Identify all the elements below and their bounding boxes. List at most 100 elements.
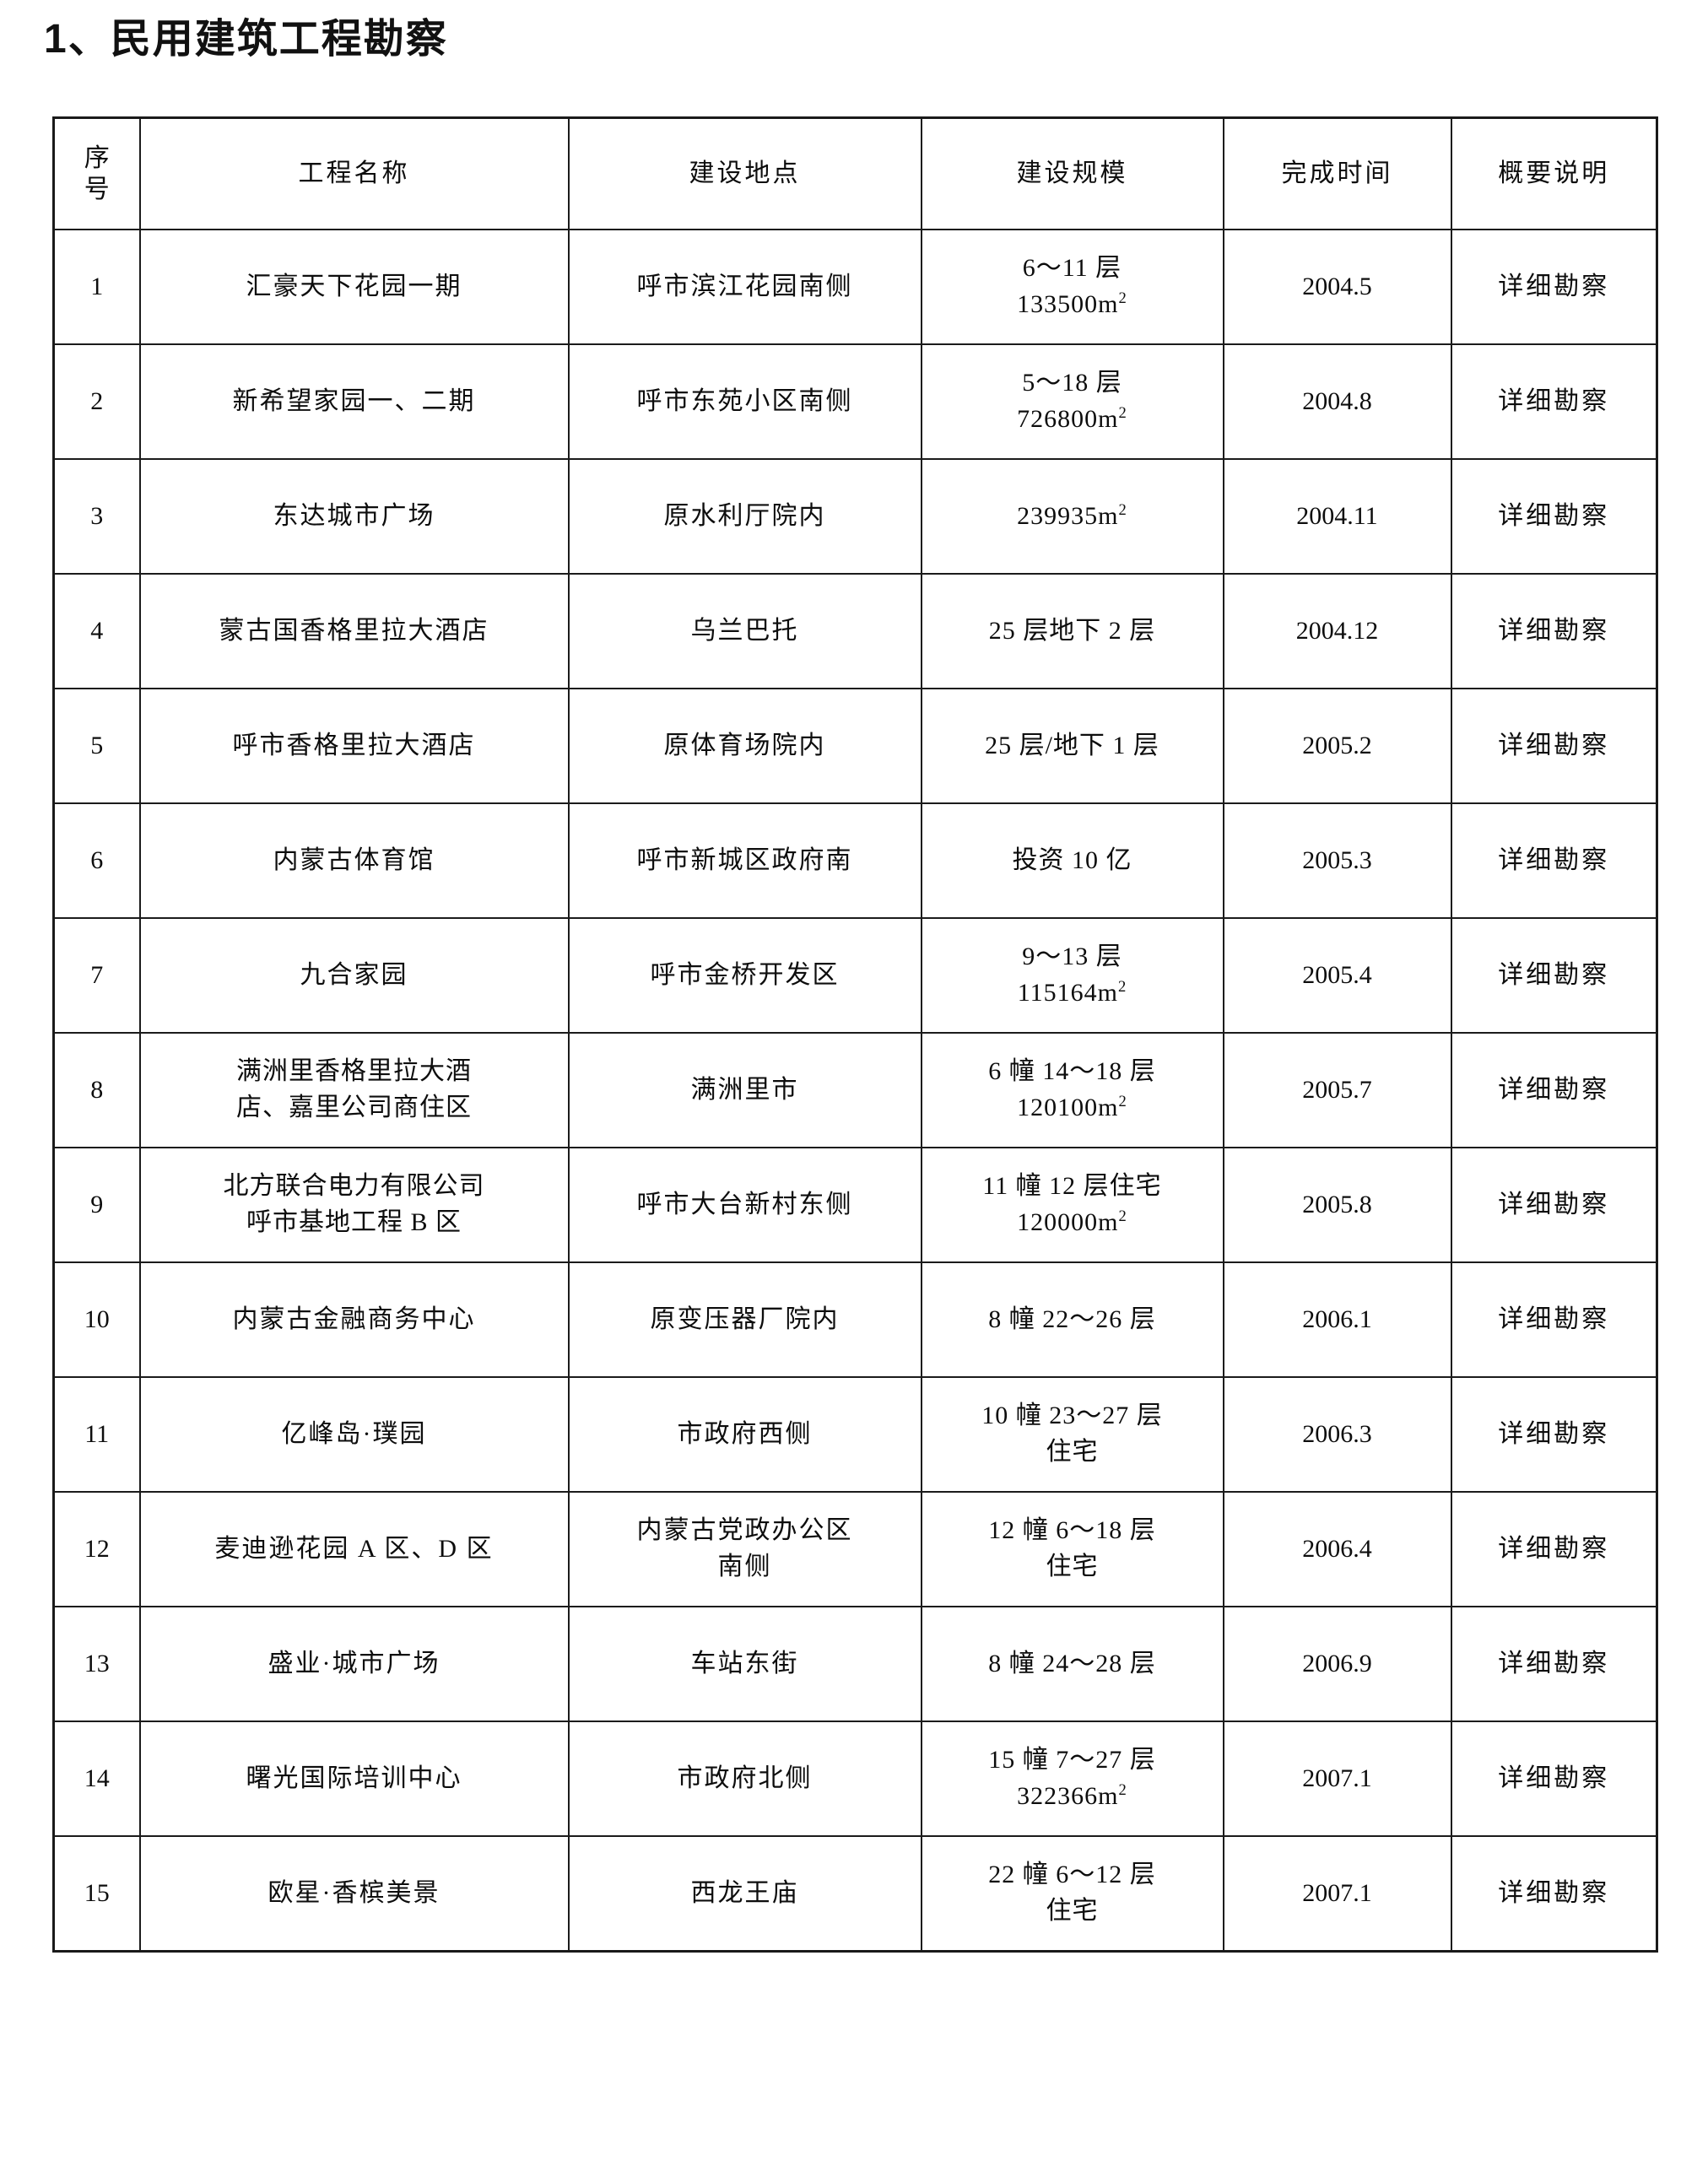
cell-scale: 8 幢 22～26 层	[920, 1261, 1224, 1378]
cell-project-name: 内蒙古金融商务中心	[138, 1261, 570, 1378]
cell-completion-date: 2005.2	[1222, 688, 1452, 804]
cell-project-name: 亿峰岛·璞园	[138, 1376, 570, 1493]
cell-completion-date: 2007.1	[1222, 1721, 1452, 1837]
table-row: 14 曙光国际培训中心 市政府北侧 15 幢 7～27 层 322366m2 2007.1…	[52, 1721, 1658, 1837]
cell-index: 8	[52, 1032, 141, 1148]
cell-location: 呼市滨江花园南侧	[567, 229, 922, 345]
cell-project-name: 满洲里香格里拉大酒 店、嘉里公司商住区	[138, 1032, 570, 1148]
cell-project-name: 九合家园	[138, 917, 570, 1034]
cell-index: 14	[52, 1721, 141, 1837]
column-header-name: 工程名称	[138, 116, 570, 230]
cell-summary-note: 详细勘察	[1450, 917, 1658, 1034]
cell-scale: 22 幢 6～12 层住宅	[920, 1835, 1224, 1953]
cell-scale-superscript: 2	[1118, 1207, 1127, 1225]
cell-scale-line1: 12 幢 6～18 层	[988, 1516, 1156, 1545]
cell-project-name: 麦迪逊花园 A 区、D 区	[138, 1491, 570, 1607]
project-survey-table-container: 序 号 工程名称 建设地点 建设规模 完成时间 概要说明 1 汇豪天下花园一期 呼市…	[52, 116, 1658, 1953]
cell-project-name-line2: 店、嘉里公司商住区	[236, 1094, 472, 1121]
cell-project-name: 蒙古国香格里拉大酒店	[138, 573, 570, 689]
cell-scale-superscript: 2	[1118, 1093, 1127, 1110]
cell-location: 内蒙古党政办公区 南侧	[567, 1491, 922, 1607]
cell-completion-date: 2006.3	[1222, 1376, 1452, 1493]
table-row: 15 欧星·香槟美景 西龙王庙 22 幢 6～12 层住宅 2007.1 详细勘察	[52, 1835, 1658, 1953]
cell-summary-note: 详细勘察	[1450, 1835, 1658, 1953]
cell-scale-superscript: 2	[1118, 404, 1127, 422]
cell-location: 西龙王庙	[567, 1835, 922, 1953]
cell-scale-line1: 22 幢 6～12 层	[988, 1861, 1156, 1889]
cell-scale-line1: 9～13 层	[1022, 943, 1122, 971]
cell-scale: 12 幢 6～18 层住宅	[920, 1491, 1224, 1607]
cell-completion-date: 2006.9	[1222, 1606, 1452, 1722]
cell-summary-note: 详细勘察	[1450, 1721, 1658, 1837]
cell-scale-line1: 6 幢 14～18 层	[988, 1057, 1156, 1086]
cell-project-name: 新希望家园一、二期	[138, 343, 570, 460]
cell-completion-date: 2005.3	[1222, 802, 1452, 919]
cell-scale-superscript: 2	[1118, 500, 1127, 519]
cell-location: 市政府北侧	[567, 1721, 922, 1837]
cell-scale-line2: 115164m2	[1017, 978, 1127, 1007]
table-row: 8 满洲里香格里拉大酒 店、嘉里公司商住区 满洲里市 6 幢 14～18 层 120100…	[52, 1032, 1658, 1148]
cell-scale-line1: 5～18 层	[1022, 369, 1122, 397]
cell-index: 4	[52, 573, 141, 689]
table-row: 9 北方联合电力有限公司 呼市基地工程 B 区呼市大台新村东侧 11 幢 12 层住宅…	[52, 1147, 1658, 1263]
cell-scale-line2: 322366m2	[1017, 1781, 1127, 1810]
cell-scale-line2: 住宅	[1046, 1897, 1099, 1925]
cell-completion-date: 2007.1	[1222, 1835, 1452, 1953]
cell-scale-line1: 25 层/地下 1 层	[985, 731, 1159, 759]
cell-location-line1: 内蒙古党政办公区	[636, 1516, 853, 1545]
cell-scale-superscript: 2	[1118, 289, 1127, 307]
table-header: 序 号 工程名称 建设地点 建设规模 完成时间 概要说明	[52, 116, 1658, 230]
cell-summary-note: 详细勘察	[1450, 229, 1658, 345]
cell-location: 原体育场院内	[567, 688, 922, 804]
cell-scale: 10 幢 23～27 层住宅	[920, 1376, 1224, 1493]
cell-location: 呼市金桥开发区	[567, 917, 922, 1034]
cell-scale-superscript: 2	[1118, 1781, 1127, 1799]
cell-scale: 15 幢 7～27 层 322366m2	[920, 1721, 1224, 1837]
table-row: 3 东达城市广场 原水利厅院内 239935m2 2004.11 详细勘察	[52, 458, 1658, 575]
cell-summary-note: 详细勘察	[1450, 1261, 1658, 1378]
cell-scale-line2: 133500m2	[1017, 289, 1127, 318]
cell-scale-line1: 15 幢 7～27 层	[988, 1746, 1156, 1775]
cell-index: 11	[52, 1376, 141, 1493]
cell-summary-note: 详细勘察	[1450, 1376, 1658, 1493]
cell-index: 12	[52, 1491, 141, 1607]
cell-index: 7	[52, 917, 141, 1034]
column-header-scale: 建设规模	[920, 116, 1224, 230]
cell-location: 市政府西侧	[567, 1376, 922, 1493]
cell-project-name: 盛业·城市广场	[138, 1606, 570, 1722]
column-header-date: 完成时间	[1222, 116, 1452, 230]
cell-index: 15	[52, 1835, 141, 1953]
table-row: 4 蒙古国香格里拉大酒店 乌兰巴托 25 层地下 2 层 2004.12 详细勘察	[52, 573, 1658, 689]
cell-scale-line1: 8 幢 24～28 层	[988, 1649, 1156, 1677]
cell-scale-superscript: 2	[1117, 978, 1127, 996]
cell-project-name: 东达城市广场	[138, 458, 570, 575]
cell-location: 呼市大台新村东侧	[567, 1147, 922, 1263]
cell-scale-line2: 120100m2	[1017, 1093, 1127, 1121]
cell-scale: 11 幢 12 层住宅 120000m2	[920, 1147, 1224, 1263]
cell-scale-line2: 120000m2	[1017, 1207, 1127, 1236]
cell-location: 车站东街	[567, 1606, 922, 1722]
cell-scale: 25 层/地下 1 层	[920, 688, 1224, 804]
cell-completion-date: 2004.5	[1222, 229, 1452, 345]
cell-index: 10	[52, 1261, 141, 1378]
cell-index: 6	[52, 802, 141, 919]
cell-location: 原水利厅院内	[567, 458, 922, 575]
page-title: 1、民用建筑工程勘察	[44, 17, 448, 62]
table-row: 11 亿峰岛·璞园 市政府西侧 10 幢 23～27 层住宅 2006.3 详细勘察	[52, 1376, 1658, 1493]
table-row: 7 九合家园 呼市金桥开发区 9～13 层 115164m2 2005.4 详细勘察	[52, 917, 1658, 1034]
cell-scale-line1: 8 幢 22～26 层	[988, 1305, 1156, 1333]
table-row: 6 内蒙古体育馆 呼市新城区政府南 投资 10 亿 2005.3 详细勘察	[52, 802, 1658, 919]
cell-scale: 6 幢 14～18 层 120100m2	[920, 1032, 1224, 1148]
cell-scale-line1: 6～11 层	[1022, 254, 1122, 283]
column-header-index: 序 号	[52, 116, 141, 230]
project-survey-table: 序 号 工程名称 建设地点 建设规模 完成时间 概要说明 1 汇豪天下花园一期 呼市…	[52, 116, 1658, 1953]
cell-scale: 9～13 层 115164m2	[920, 917, 1224, 1034]
cell-summary-note: 详细勘察	[1450, 1491, 1658, 1607]
table-row: 13 盛业·城市广场 车站东街 8 幢 24～28 层 2006.9 详细勘察	[52, 1606, 1658, 1722]
cell-completion-date: 2005.8	[1222, 1147, 1452, 1263]
cell-scale: 25 层地下 2 层	[920, 573, 1224, 689]
cell-project-name-line2: 呼市基地工程 B 区	[246, 1208, 462, 1236]
table-row: 5 呼市香格里拉大酒店 原体育场院内 25 层/地下 1 层 2005.2 详细勘察	[52, 688, 1658, 804]
column-header-index-line2: 号	[84, 176, 110, 203]
